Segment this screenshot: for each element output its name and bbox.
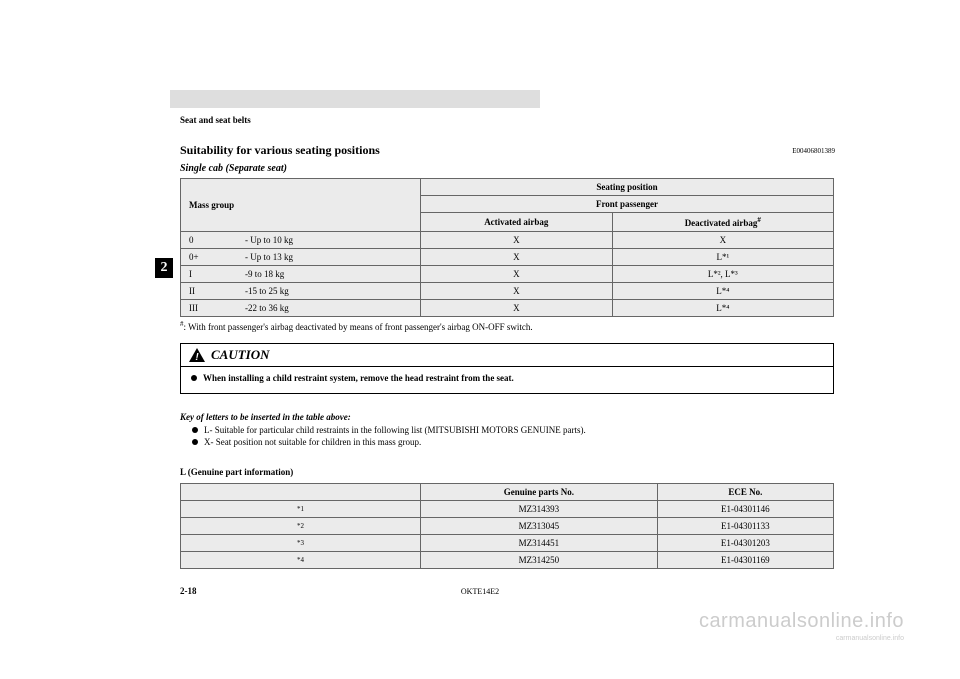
cell-deactivated: L*⁴ bbox=[612, 300, 833, 317]
header-parts-no: Genuine parts No. bbox=[421, 484, 658, 501]
cell-deactivated: X bbox=[612, 232, 833, 249]
cell-activated: X bbox=[421, 249, 613, 266]
subtitle: Single cab (Separate seat) bbox=[180, 163, 287, 174]
cell-code: III bbox=[189, 303, 245, 313]
table-row: *2 MZ313045 E1-04301133 bbox=[181, 518, 834, 535]
key-line-1: L- Suitable for particular child restrai… bbox=[192, 425, 834, 435]
footer-doc-code: OKTE14E2 bbox=[461, 587, 499, 596]
cell-ref: *4 bbox=[181, 552, 421, 569]
key-line-2: X- Seat position not suitable for childr… bbox=[192, 437, 834, 447]
header-ece-no: ECE No. bbox=[657, 484, 833, 501]
footnote-text: : With front passenger's airbag deactiva… bbox=[184, 322, 533, 332]
header-deactivated-text: Deactivated airbag bbox=[685, 218, 758, 228]
cell-code: 0 bbox=[189, 235, 245, 245]
caution-text: When installing a child restraint system… bbox=[203, 373, 514, 383]
cell-activated: X bbox=[421, 283, 613, 300]
chapter-tab: 2 bbox=[155, 258, 173, 278]
header-mass-group: Mass group bbox=[181, 179, 421, 232]
cell-activated: X bbox=[421, 300, 613, 317]
header-blank bbox=[181, 484, 421, 501]
header-front-passenger: Front passenger bbox=[421, 196, 834, 213]
genuine-parts-table: Genuine parts No. ECE No. *1 MZ314393 E1… bbox=[180, 483, 834, 569]
cell-range: -9 to 18 kg bbox=[245, 269, 284, 279]
bullet-icon bbox=[191, 375, 197, 381]
table-row: 0+- Up to 13 kg X L*¹ bbox=[181, 249, 834, 266]
cell-activated: X bbox=[421, 266, 613, 283]
watermark: carmanualsonline.info bbox=[699, 610, 904, 633]
table-row: 0- Up to 10 kg X X bbox=[181, 232, 834, 249]
cell-ece: E1-04301133 bbox=[657, 518, 833, 535]
key-text-2: X- Seat position not suitable for childr… bbox=[204, 437, 421, 447]
cell-code: 0+ bbox=[189, 252, 245, 262]
cell-range: - Up to 10 kg bbox=[245, 235, 293, 245]
cell-ece: E1-04301146 bbox=[657, 501, 833, 518]
page-title: Suitability for various seating position… bbox=[180, 143, 380, 158]
header-activated-airbag: Activated airbag bbox=[421, 213, 613, 232]
caution-body: When installing a child restraint system… bbox=[181, 367, 833, 393]
cell-part: MZ314250 bbox=[421, 552, 658, 569]
caution-label: CAUTION bbox=[211, 347, 270, 363]
section-header: Seat and seat belts bbox=[180, 115, 251, 125]
footnote: #: With front passenger's airbag deactiv… bbox=[180, 320, 533, 332]
table-row: *4 MZ314250 E1-04301169 bbox=[181, 552, 834, 569]
header-seating-position: Seating position bbox=[421, 179, 834, 196]
cell-range: -22 to 36 kg bbox=[245, 303, 289, 313]
key-section: Key of letters to be inserted in the tab… bbox=[180, 412, 834, 449]
warning-icon: ! bbox=[189, 348, 205, 362]
cell-ref: *1 bbox=[181, 501, 421, 518]
cell-ece: E1-04301203 bbox=[657, 535, 833, 552]
cell-code: I bbox=[189, 269, 245, 279]
table-row: *1 MZ314393 E1-04301146 bbox=[181, 501, 834, 518]
watermark-sub: carmanualsonline.info bbox=[836, 635, 904, 642]
cell-ece: E1-04301169 bbox=[657, 552, 833, 569]
table-row: *3 MZ314451 E1-04301203 bbox=[181, 535, 834, 552]
header-deactivated-airbag: Deactivated airbag# bbox=[612, 213, 833, 232]
cell-deactivated: L*², L*³ bbox=[612, 266, 833, 283]
cell-part: MZ313045 bbox=[421, 518, 658, 535]
caution-title-row: ! CAUTION bbox=[181, 344, 833, 367]
header-deactivated-sup: # bbox=[757, 216, 761, 224]
cell-ref: *3 bbox=[181, 535, 421, 552]
cell-activated: X bbox=[421, 232, 613, 249]
caution-box: ! CAUTION When installing a child restra… bbox=[180, 343, 834, 394]
table-row: II-15 to 25 kg X L*⁴ bbox=[181, 283, 834, 300]
cell-code: II bbox=[189, 286, 245, 296]
key-title: Key of letters to be inserted in the tab… bbox=[180, 412, 834, 422]
cell-deactivated: L*¹ bbox=[612, 249, 833, 266]
cell-range: -15 to 25 kg bbox=[245, 286, 289, 296]
bullet-icon bbox=[192, 427, 198, 433]
cell-ref: *2 bbox=[181, 518, 421, 535]
key-text-1: L- Suitable for particular child restrai… bbox=[204, 425, 586, 435]
cell-deactivated: L*⁴ bbox=[612, 283, 833, 300]
header-gray-bar bbox=[170, 90, 540, 108]
table-row: III-22 to 36 kg X L*⁴ bbox=[181, 300, 834, 317]
footer-page-number: 2-18 bbox=[180, 586, 197, 596]
document-code: E00406801389 bbox=[792, 147, 835, 155]
parts-sub-heading: L (Genuine part information) bbox=[180, 467, 293, 477]
cell-part: MZ314451 bbox=[421, 535, 658, 552]
table-row: I-9 to 18 kg X L*², L*³ bbox=[181, 266, 834, 283]
cell-range: - Up to 13 kg bbox=[245, 252, 293, 262]
cell-part: MZ314393 bbox=[421, 501, 658, 518]
bullet-icon bbox=[192, 439, 198, 445]
seating-suitability-table: Mass group Seating position Front passen… bbox=[180, 178, 834, 317]
